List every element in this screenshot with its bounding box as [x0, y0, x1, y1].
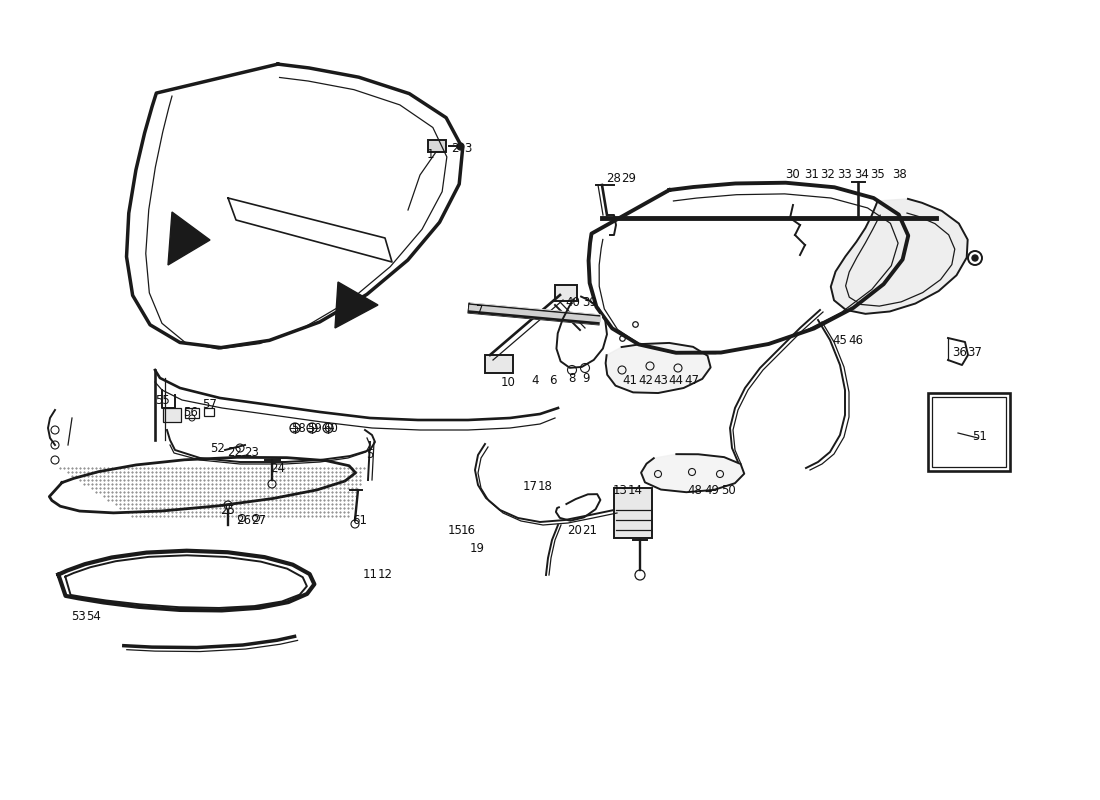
- Text: 15: 15: [448, 523, 462, 537]
- Text: 33: 33: [837, 169, 852, 182]
- Text: 16: 16: [461, 523, 475, 537]
- Text: 4: 4: [531, 374, 539, 386]
- Text: 21: 21: [583, 523, 597, 537]
- Text: 34: 34: [855, 169, 869, 182]
- Text: 49: 49: [704, 483, 719, 497]
- Text: 46: 46: [848, 334, 864, 346]
- Bar: [163, 408, 182, 422]
- Text: 52: 52: [210, 442, 225, 454]
- Text: 27: 27: [252, 514, 266, 526]
- Text: 13: 13: [613, 483, 627, 497]
- Text: 12: 12: [377, 567, 393, 581]
- Text: 57: 57: [202, 398, 218, 411]
- Text: 11: 11: [363, 567, 377, 581]
- Text: 56: 56: [184, 406, 198, 418]
- Text: 30: 30: [785, 169, 801, 182]
- Text: 39: 39: [583, 295, 597, 309]
- Text: 6: 6: [549, 374, 557, 386]
- Text: 53: 53: [70, 610, 86, 623]
- Text: 23: 23: [244, 446, 260, 459]
- Text: 54: 54: [87, 610, 101, 623]
- Text: 40: 40: [565, 295, 581, 309]
- Bar: [614, 488, 652, 538]
- Polygon shape: [606, 343, 711, 393]
- Text: 41: 41: [623, 374, 638, 386]
- Text: 1: 1: [427, 149, 433, 162]
- Text: 20: 20: [568, 523, 582, 537]
- Text: 43: 43: [653, 374, 669, 386]
- Text: 32: 32: [821, 169, 835, 182]
- FancyBboxPatch shape: [556, 285, 578, 301]
- Text: 10: 10: [500, 375, 516, 389]
- Polygon shape: [830, 199, 968, 314]
- Bar: [932, 397, 1006, 467]
- Polygon shape: [168, 212, 210, 265]
- Text: 9: 9: [582, 371, 590, 385]
- Bar: [928, 393, 1010, 471]
- Text: 3: 3: [464, 142, 472, 154]
- Text: 50: 50: [720, 483, 736, 497]
- Text: 35: 35: [870, 169, 886, 182]
- Text: 55: 55: [155, 394, 170, 406]
- Text: 45: 45: [833, 334, 847, 346]
- Text: 47: 47: [684, 374, 700, 386]
- Text: 36: 36: [953, 346, 967, 358]
- Bar: [185, 408, 199, 418]
- Bar: [428, 140, 446, 152]
- Circle shape: [972, 255, 978, 261]
- Text: 5: 5: [366, 449, 374, 462]
- Text: 24: 24: [271, 462, 286, 474]
- Polygon shape: [336, 282, 378, 328]
- Text: 31: 31: [804, 169, 820, 182]
- FancyBboxPatch shape: [485, 355, 513, 373]
- Text: 59: 59: [308, 422, 322, 434]
- Text: 2: 2: [451, 142, 459, 154]
- Text: 42: 42: [638, 374, 653, 386]
- Text: 8: 8: [569, 371, 575, 385]
- Text: 18: 18: [538, 481, 552, 494]
- Text: 19: 19: [470, 542, 484, 554]
- Text: 38: 38: [892, 169, 907, 182]
- Text: 48: 48: [688, 483, 703, 497]
- Text: 58: 58: [290, 422, 306, 434]
- Text: 51: 51: [972, 430, 988, 443]
- Text: 29: 29: [621, 171, 637, 185]
- Text: 22: 22: [228, 446, 242, 459]
- Text: 25: 25: [221, 503, 235, 517]
- Text: 44: 44: [669, 374, 683, 386]
- Text: 37: 37: [968, 346, 982, 358]
- Text: 14: 14: [627, 483, 642, 497]
- Text: 60: 60: [323, 422, 339, 434]
- Polygon shape: [641, 454, 745, 492]
- Text: 26: 26: [236, 514, 252, 526]
- Bar: [204, 408, 214, 416]
- Text: 61: 61: [352, 514, 367, 526]
- Text: 7: 7: [476, 303, 484, 317]
- Text: 28: 28: [606, 171, 621, 185]
- Text: 17: 17: [522, 481, 538, 494]
